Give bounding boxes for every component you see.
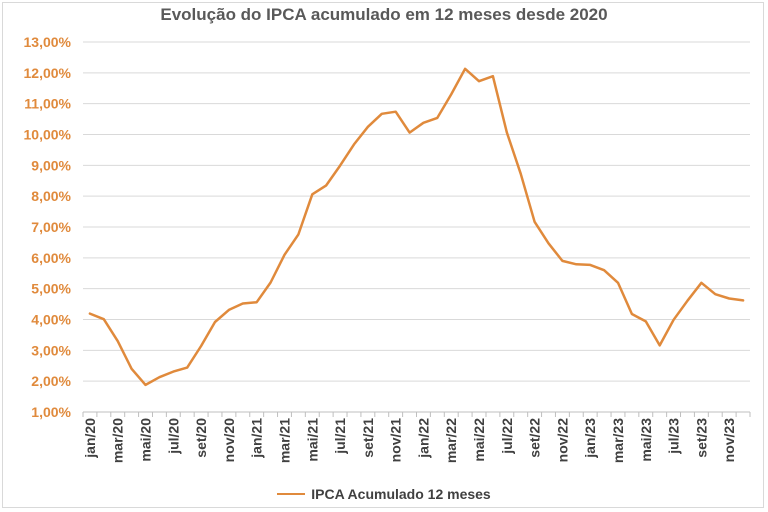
y-tick-label: 12,00% xyxy=(24,65,72,81)
y-tick-label: 7,00% xyxy=(31,219,71,235)
y-tick-label: 3,00% xyxy=(31,342,71,358)
y-tick-labels: 1,00% 2,00% 3,00% 4,00% 5,00% 6,00% 7,00% 8,00%… xyxy=(24,34,72,420)
legend: IPCA Acumulado 12 meses xyxy=(0,486,768,502)
axes xyxy=(82,411,751,417)
x-tick-label: jul/21 xyxy=(332,418,348,455)
x-tick-label: jan/21 xyxy=(249,418,265,459)
legend-swatch xyxy=(277,493,306,496)
x-tick-label: jan/20 xyxy=(82,418,98,459)
y-tick-label: 11,00% xyxy=(24,96,71,112)
y-tick-label: 4,00% xyxy=(31,312,71,328)
x-tick-label: nov/20 xyxy=(221,418,237,463)
series-line-ipca xyxy=(88,67,745,387)
y-tick-label: 6,00% xyxy=(31,250,71,266)
grid-lines xyxy=(83,41,750,382)
x-tick-label: mar/20 xyxy=(110,418,126,463)
y-tick-label: 1,00% xyxy=(31,404,71,420)
x-tick-label: set/23 xyxy=(693,418,709,458)
y-tick-label: 10,00% xyxy=(24,127,72,143)
x-tick-label: mai/22 xyxy=(471,418,487,462)
x-tick-label: jan/22 xyxy=(415,418,431,459)
x-tick-label: jul/20 xyxy=(165,418,181,455)
legend-label: IPCA Acumulado 12 meses xyxy=(311,486,491,502)
y-tick-label: 2,00% xyxy=(31,373,71,389)
x-tick-label: nov/23 xyxy=(721,418,737,463)
y-tick-label: 8,00% xyxy=(31,188,71,204)
y-tick-label: 13,00% xyxy=(24,34,72,50)
x-tick-labels: jan/20 mar/20 mai/20 jul/20 set/20 nov/20 jan/… xyxy=(82,418,737,463)
x-tick-label: set/22 xyxy=(527,418,543,458)
x-tick-label: mar/23 xyxy=(610,418,626,463)
x-tick-label: mar/22 xyxy=(443,418,459,463)
x-tick-label: mar/21 xyxy=(276,418,292,463)
x-tick-label: jan/23 xyxy=(582,418,598,459)
x-tick-label: nov/22 xyxy=(554,418,570,463)
x-tick-label: set/20 xyxy=(193,418,209,458)
x-tick-label: mai/23 xyxy=(638,418,654,462)
y-tick-label: 5,00% xyxy=(31,281,71,297)
x-tick-label: set/21 xyxy=(360,418,376,458)
chart-title: Evolução do IPCA acumulado em 12 meses d… xyxy=(160,5,608,24)
x-tick-label: mai/20 xyxy=(138,418,154,462)
y-tick-label: 9,00% xyxy=(31,157,71,173)
series-layer xyxy=(88,67,745,387)
x-tick-label: jul/23 xyxy=(666,418,682,455)
x-tick-label: mai/21 xyxy=(304,418,320,462)
x-tick-label: jul/22 xyxy=(499,418,515,455)
x-tick-label: nov/21 xyxy=(388,418,404,463)
